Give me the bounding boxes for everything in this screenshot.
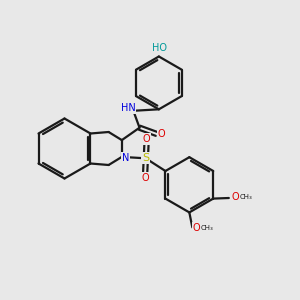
Text: O: O — [232, 192, 239, 203]
Text: O: O — [143, 134, 151, 144]
Text: O: O — [193, 223, 201, 233]
Text: N: N — [122, 152, 129, 163]
Text: O: O — [141, 172, 149, 183]
Text: O: O — [158, 130, 165, 140]
Text: HN: HN — [121, 103, 135, 113]
Text: CH₃: CH₃ — [201, 225, 214, 231]
Text: HO: HO — [152, 43, 167, 53]
Text: S: S — [142, 153, 149, 163]
Text: CH₃: CH₃ — [239, 194, 252, 200]
